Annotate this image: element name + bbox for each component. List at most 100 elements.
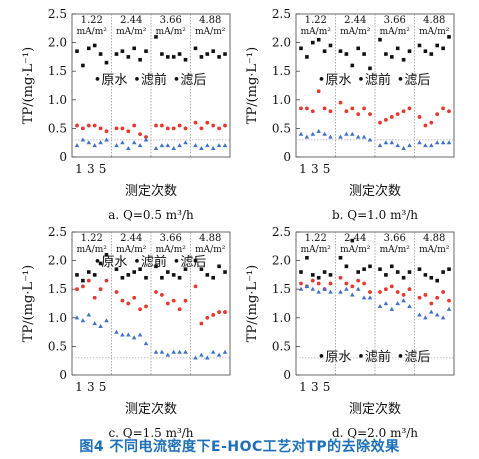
point-post <box>429 143 434 148</box>
y-tick-label: 0 <box>59 150 67 164</box>
current-density-label: 4.88 <box>423 15 445 26</box>
point-pre <box>441 290 445 294</box>
x-tick-label: 5 <box>323 162 331 176</box>
point-pre <box>407 106 412 111</box>
point-raw <box>87 46 91 51</box>
point-raw <box>429 52 434 56</box>
point-raw <box>81 63 85 68</box>
point-raw <box>223 52 227 56</box>
x-tick-label: 3 <box>87 162 95 176</box>
point-raw <box>395 46 400 51</box>
point-post <box>210 146 216 151</box>
legend-label: •原水 <box>318 73 352 88</box>
point-pre <box>441 106 445 111</box>
point-raw <box>338 49 343 53</box>
point-pre <box>81 126 85 131</box>
point-post <box>165 143 171 148</box>
point-raw <box>120 49 125 53</box>
y-tick-label: 1.5 <box>48 282 67 296</box>
point-pre <box>98 126 103 131</box>
point-raw <box>356 46 360 51</box>
y-axis-label: TP/(mg·L⁻¹) <box>245 265 260 342</box>
point-raw <box>144 275 148 280</box>
point-raw <box>183 57 188 62</box>
point-post <box>440 315 446 320</box>
point-post <box>153 146 159 151</box>
point-pre <box>350 284 355 289</box>
y-tick-label: 2.0 <box>48 254 67 268</box>
point-raw <box>160 275 164 280</box>
point-pre <box>205 315 210 320</box>
point-pre <box>389 115 394 119</box>
point-pre <box>120 298 125 303</box>
point-pre <box>344 281 349 286</box>
point-post <box>298 131 304 136</box>
point-pre <box>368 290 372 294</box>
point-raw <box>447 267 451 271</box>
point-post <box>193 143 198 148</box>
point-post <box>350 292 355 297</box>
figure-caption: 图4 不同电流密度下E-HOC工艺对TP的去除效果 <box>79 439 400 455</box>
point-post <box>377 143 383 148</box>
point-post <box>137 143 143 148</box>
point-raw <box>417 267 422 271</box>
chart-panel-2: 00.51.01.52.02.5TP/(mg·L⁻¹)1.22mA/m²2.44… <box>245 7 455 222</box>
point-raw <box>299 270 303 274</box>
point-post <box>205 143 210 148</box>
point-pre <box>144 304 148 309</box>
panel-label: b. Q=1.0 m³/h <box>332 208 418 222</box>
y-tick-label: 2.5 <box>272 225 291 239</box>
point-raw <box>441 46 445 51</box>
point-pre <box>395 112 400 116</box>
point-raw <box>132 46 136 51</box>
point-pre <box>165 126 170 131</box>
current-density-label: 1.22 <box>305 233 327 244</box>
point-pre <box>401 293 406 297</box>
x-tick-label: 1 <box>299 162 307 176</box>
point-post <box>434 140 440 145</box>
point-post <box>338 134 343 139</box>
y-tick-label: 1.5 <box>272 282 291 296</box>
panel-label: a. Q=0.5 m³/h <box>108 208 194 222</box>
point-pre <box>407 287 412 292</box>
point-raw <box>384 273 388 277</box>
point-raw <box>217 55 221 59</box>
point-post <box>322 286 327 291</box>
point-post <box>74 143 80 148</box>
point-pre <box>350 106 355 111</box>
point-post <box>74 315 80 320</box>
current-density-label: 1.22 <box>305 15 327 26</box>
current-unit-label: mA/m² <box>380 245 411 255</box>
y-tick-label: 2.5 <box>48 225 67 239</box>
point-post <box>222 143 228 148</box>
point-raw <box>160 52 164 56</box>
point-raw <box>368 66 372 71</box>
legend-label: •原水 <box>94 255 128 270</box>
legend-label: •滤后 <box>397 350 431 365</box>
point-pre <box>328 281 333 286</box>
point-post <box>205 355 210 360</box>
point-raw <box>378 37 382 42</box>
point-pre <box>92 295 97 300</box>
current-density-label: 2.44 <box>344 233 366 244</box>
x-tick-label: 1 <box>75 162 83 176</box>
point-raw <box>132 270 136 274</box>
point-post <box>222 349 228 354</box>
point-raw <box>199 267 204 271</box>
point-pre <box>338 275 343 280</box>
y-tick-label: 1.0 <box>272 311 291 325</box>
point-post <box>216 143 222 148</box>
legend-label: •滤前 <box>133 72 167 88</box>
point-post <box>361 295 367 300</box>
point-raw <box>401 57 406 62</box>
y-tick-label: 2.5 <box>48 7 67 21</box>
y-tick-label: 0 <box>283 368 291 382</box>
point-pre <box>193 284 198 289</box>
point-raw <box>183 267 188 271</box>
point-raw <box>378 267 382 271</box>
current-unit-label: mA/m² <box>156 245 187 255</box>
point-pre <box>378 120 382 125</box>
point-raw <box>126 55 131 59</box>
point-raw <box>429 275 434 280</box>
